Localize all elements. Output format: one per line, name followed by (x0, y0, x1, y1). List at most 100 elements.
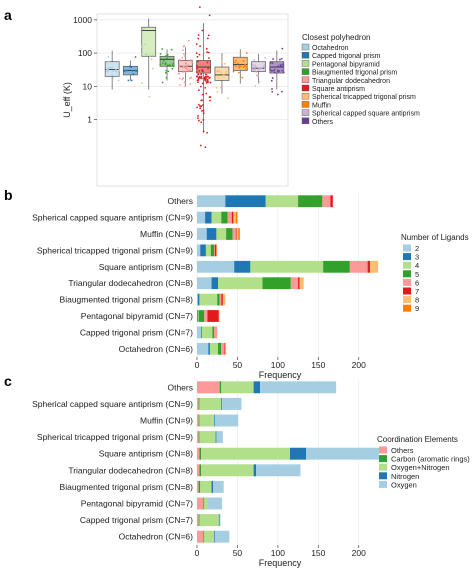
point-square-antiprism (198, 70, 201, 72)
legend-label-9: 9 (415, 304, 419, 313)
legend-label-others: Others (312, 119, 334, 126)
point-pentagonal-bipyramid (145, 53, 148, 56)
legend-label-triangular-dodecahedron: Triangular dodecahedron (312, 78, 390, 85)
point-square-antiprism (201, 29, 204, 32)
point-triangular-dodecahedron (178, 77, 181, 80)
legend-swatch-7 (403, 287, 411, 295)
x-tick-label: 100 (271, 548, 285, 558)
point-triangular-dodecahedron (178, 58, 181, 61)
bar-oxygen-square-antiprism-cn-8 (306, 447, 379, 460)
point-square-antiprism (197, 37, 200, 40)
point-others (277, 70, 279, 73)
point-octahedron (107, 67, 110, 69)
point-square-antiprism (207, 51, 210, 54)
point-others (277, 93, 279, 96)
point-octahedron (115, 70, 117, 73)
bar-6-muffin-cn-9 (232, 228, 236, 240)
point-square-antiprism (205, 77, 208, 79)
point-spherical-capped-square-antiprism (253, 66, 256, 69)
legend-label-5: 5 (415, 270, 419, 279)
bar-7-square-antiprism-cn-8 (367, 260, 371, 273)
point-octahedron (111, 74, 114, 76)
bar-others-biaugmented-trigonal-prism-cn-8 (197, 480, 199, 493)
point-square-antiprism (201, 93, 204, 96)
legend-swatch-others (301, 117, 310, 125)
x-tick-label: 50 (233, 360, 243, 370)
point-muffin (245, 68, 248, 71)
point-biaugmented-trigonal-prism (161, 48, 164, 50)
point-square-antiprism (197, 34, 200, 36)
legend-title: Number of Ligands (401, 233, 469, 242)
bar-7-muffin-cn-9 (235, 228, 237, 240)
bar-6-octahedron-cn-6 (221, 342, 225, 355)
point-others (273, 68, 276, 71)
legend-swatch-8 (403, 296, 411, 304)
category-label: Square antiprism (CN=8) (99, 449, 193, 459)
bar-carbon-aromatic-rings-octahedron-cn-6 (203, 530, 205, 543)
box-spherical-capped-square-antiprism (251, 61, 266, 72)
bar-others-triangular-dodecahedron-cn-8 (197, 464, 200, 477)
point-others (280, 57, 283, 60)
legend-swatch-oxygen-nitrogen (379, 463, 387, 471)
point-spherical-capped-square-antiprism (257, 75, 260, 77)
point-square-antiprism (209, 95, 212, 98)
bar-6-capped-trigonal-prism-cn-7 (213, 326, 218, 339)
point-square-antiprism (200, 99, 203, 102)
point-others (279, 64, 282, 66)
point-octahedron (117, 69, 120, 72)
bar-carbon-aromatic-rings-triangular-dodecahedron-cn-8 (199, 464, 202, 477)
point-triangular-dodecahedron (190, 61, 193, 64)
bar-oxygen-octahedron-cn-6 (214, 530, 230, 543)
point-triangular-dodecahedron (189, 59, 192, 61)
point-square-antiprism (200, 121, 203, 124)
point-square-antiprism (197, 73, 200, 76)
bar-7-triangular-dodecahedron-cn-8 (298, 277, 300, 290)
point-square-antiprism (198, 6, 201, 9)
point-biaugmented-trigonal-prism (164, 72, 167, 74)
bar-3-others (225, 195, 266, 208)
box-octahedron (104, 61, 120, 77)
legend-swatch-3 (403, 253, 411, 261)
point-square-antiprism (204, 146, 207, 149)
bar-5-octahedron-cn-6 (218, 342, 222, 355)
bar-carbon-aromatic-rings-spherical-tricapped-trigonal-prism-cn-9 (198, 431, 200, 444)
point-others (270, 69, 273, 72)
point-spherical-tricapped-trigonal-prism (227, 97, 230, 100)
point-pentagonal-bipyramid (144, 43, 146, 46)
bar-oxygen-others (260, 381, 337, 394)
legend-label-spherical-capped-square-antiprism: Spherical capped square antiprism (312, 111, 420, 118)
legend-label-oxygen-nitrogen: Oxygen+Nitrogen (391, 463, 450, 472)
bar-others-others (197, 381, 220, 394)
point-square-antiprism (207, 75, 209, 78)
point-square-antiprism (199, 144, 202, 147)
point-square-antiprism (206, 78, 209, 81)
category-label: Others (167, 382, 193, 392)
point-square-antiprism (205, 81, 208, 84)
legend-swatch-spherical-tricapped-trigonal-prism (301, 92, 310, 100)
point-triangular-dodecahedron (183, 44, 186, 47)
point-biaugmented-trigonal-prism (170, 48, 173, 51)
point-others (281, 65, 284, 68)
point-square-antiprism (200, 73, 202, 76)
point-square-antiprism (206, 37, 209, 40)
legend-label-biaugmented-trigonal-prism: Biaugmented trigonal prism (312, 70, 397, 77)
point-square-antiprism (205, 80, 207, 83)
bar-others-spherical-tricapped-trigonal-prism-cn-9 (197, 431, 199, 444)
point-triangular-dodecahedron (184, 61, 187, 64)
panel-b-stacked-bar: 0 50 100 150 200 Frequency Others Spherical cap… (32, 193, 469, 380)
bar-others-muffin-cn-9 (197, 414, 199, 427)
point-pentagonal-bipyramid (141, 45, 143, 48)
point-triangular-dodecahedron (182, 77, 185, 79)
point-others (281, 47, 284, 50)
point-square-antiprism (207, 67, 209, 70)
bar-7-spherical-capped-square-antiprism-cn-9 (231, 211, 234, 224)
legend-swatch-4 (403, 261, 411, 269)
bar-oxygen-pentagonal-bipyramid-cn-7 (207, 497, 223, 510)
bar-3-triangular-dodecahedron-cn-8 (211, 277, 219, 290)
bar-nitrogen-capped-trigonal-prism-cn-7 (218, 514, 220, 527)
point-muffin (245, 65, 248, 68)
legend-label-pentagonal-bipyramid: Pentagonal bipyramid (312, 61, 380, 68)
category-label: Capped trigonal prism (CN=7) (80, 327, 193, 337)
point-muffin (234, 59, 237, 62)
point-square-antiprism (197, 103, 200, 106)
